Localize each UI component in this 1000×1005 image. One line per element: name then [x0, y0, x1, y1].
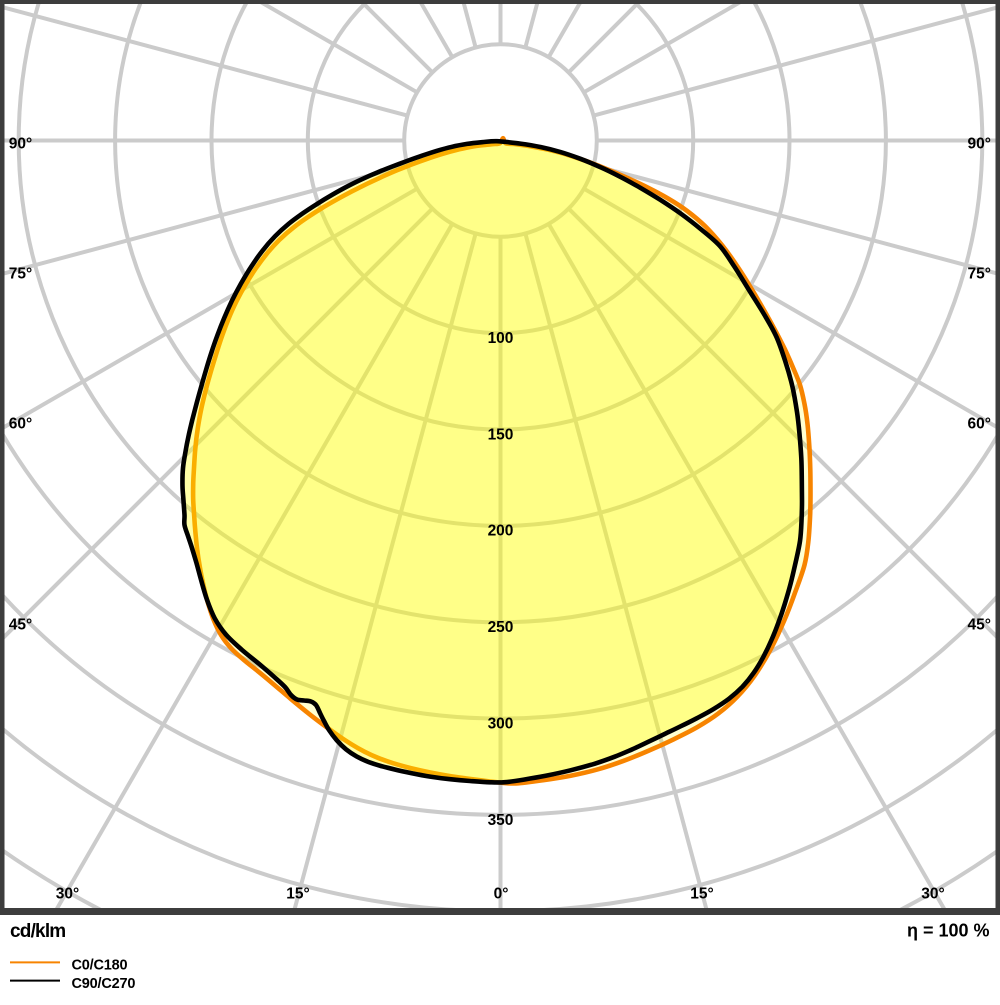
svg-text:350: 350: [488, 812, 514, 829]
svg-text:cd/klm: cd/klm: [10, 921, 65, 942]
svg-text:300: 300: [488, 715, 514, 732]
svg-text:100: 100: [488, 330, 514, 347]
svg-text:45°: 45°: [9, 617, 32, 634]
svg-text:15°: 15°: [690, 886, 713, 903]
svg-text:90°: 90°: [9, 136, 32, 153]
svg-text:200: 200: [488, 523, 514, 540]
svg-text:η = 100 %: η = 100 %: [907, 921, 990, 941]
svg-text:75°: 75°: [968, 266, 991, 283]
svg-text:30°: 30°: [56, 886, 79, 903]
svg-text:60°: 60°: [9, 416, 32, 433]
svg-text:30°: 30°: [921, 886, 944, 903]
svg-text:15°: 15°: [286, 886, 309, 903]
svg-text:90°: 90°: [968, 136, 991, 153]
svg-text:150: 150: [488, 426, 514, 443]
svg-text:75°: 75°: [9, 266, 32, 283]
svg-text:C0/C180: C0/C180: [72, 957, 128, 973]
svg-text:60°: 60°: [968, 416, 991, 433]
svg-text:250: 250: [488, 619, 514, 636]
svg-text:45°: 45°: [968, 617, 991, 634]
svg-text:C90/C270: C90/C270: [72, 976, 136, 992]
svg-text:0°: 0°: [494, 886, 509, 903]
